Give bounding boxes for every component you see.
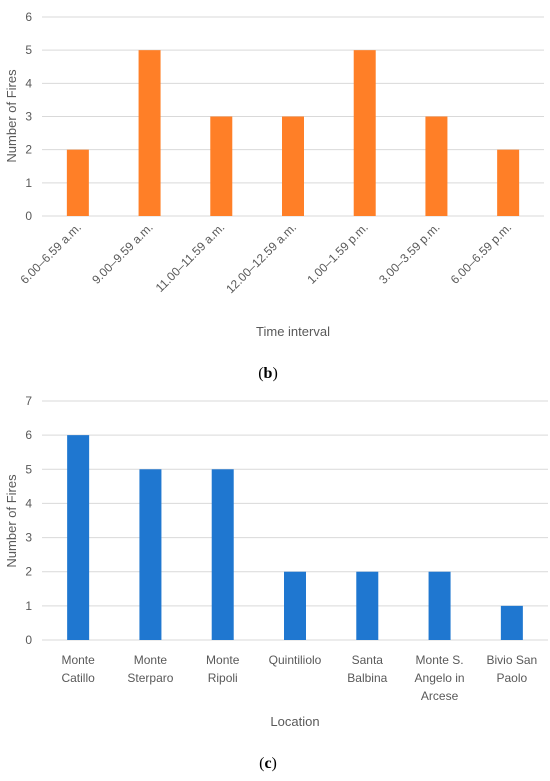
b-y-tick-label: 6 bbox=[25, 10, 32, 24]
c-y-tick-label: 1 bbox=[25, 599, 32, 613]
c-x-tick-label-line: Ripoli bbox=[208, 671, 238, 685]
c-x-tick-label-line: Angelo in bbox=[415, 671, 465, 685]
c-x-tick-label-line: Catillo bbox=[61, 671, 95, 685]
c-bar bbox=[356, 571, 379, 640]
b-x-tick-label: 6.00–6.59 a.m. bbox=[17, 220, 84, 287]
c-x-tick-label-line: Monte bbox=[61, 653, 95, 667]
b-bar bbox=[497, 149, 520, 216]
chart-b-y-tick-labels: 0 1 2 3 4 5 6 bbox=[25, 10, 32, 223]
c-x-tick-label: Monte Sterparo bbox=[127, 653, 173, 685]
c-y-tick-label: 3 bbox=[25, 531, 32, 545]
c-x-tick-label-line: Monte S. bbox=[416, 653, 464, 667]
c-x-tick-label-line: Santa bbox=[352, 653, 384, 667]
c-x-tick-label: Quintiliolo bbox=[269, 653, 322, 667]
c-x-tick-label-line: Monte bbox=[134, 653, 168, 667]
b-x-tick-label: 1.00–1.59 p.m. bbox=[304, 220, 371, 287]
c-y-tick-label: 0 bbox=[25, 633, 32, 647]
b-x-tick-label: 9.00–9.59 a.m. bbox=[89, 220, 156, 287]
c-y-tick-label: 6 bbox=[25, 428, 32, 442]
b-y-tick-label: 3 bbox=[25, 110, 32, 124]
c-y-tick-label: 7 bbox=[25, 394, 32, 408]
c-bar bbox=[67, 435, 90, 640]
c-x-tick-label: Monte S. Angelo in Arcese bbox=[415, 653, 465, 703]
b-bar bbox=[425, 116, 448, 216]
c-x-tick-label-line: Paolo bbox=[497, 671, 528, 685]
b-x-tick-label: 3.00–3.59 p.m. bbox=[376, 220, 443, 287]
b-y-tick-label: 2 bbox=[25, 143, 32, 157]
chart-b-caption: (b) bbox=[258, 365, 278, 382]
chart-b: 0 1 2 3 4 5 6 6.00–6.59 a.m. 9.00–9.59 a.m.11.0… bbox=[4, 10, 544, 382]
chart-b-x-tick-labels: 6.00–6.59 a.m. 9.00–9.59 a.m.11.00–11.59 … bbox=[17, 220, 514, 296]
chart-c: 0 1 2 3 4 5 6 7 Monte Catillo Monte Sterparo Monte R… bbox=[4, 394, 548, 772]
chart-c-x-tick-labels: Monte Catillo Monte Sterparo Monte Ripoli Quin… bbox=[61, 653, 537, 703]
c-x-tick-label-line: Arcese bbox=[421, 689, 459, 703]
c-x-tick-label-line: Quintiliolo bbox=[269, 653, 322, 667]
c-x-tick-label: Monte Ripoli bbox=[206, 653, 240, 685]
b-y-tick-label: 4 bbox=[25, 76, 32, 90]
chart-b-bars bbox=[66, 50, 520, 216]
c-y-tick-label: 5 bbox=[25, 462, 32, 476]
c-x-tick-label-line: Sterparo bbox=[127, 671, 173, 685]
b-y-tick-label: 1 bbox=[25, 176, 32, 190]
b-bar bbox=[353, 50, 376, 216]
c-bar bbox=[211, 469, 234, 640]
c-y-tick-label: 2 bbox=[25, 565, 32, 579]
c-x-tick-label-line: Monte bbox=[206, 653, 240, 667]
chart-b-y-axis-title: Number of Fires bbox=[4, 69, 19, 163]
b-y-tick-label: 5 bbox=[25, 43, 32, 57]
b-x-tick-label: 11.00–11.59 a.m. bbox=[153, 220, 228, 295]
c-bar bbox=[428, 571, 451, 640]
c-bar bbox=[500, 605, 523, 640]
chart-c-bars bbox=[67, 435, 523, 640]
c-bar bbox=[139, 469, 162, 640]
b-bar bbox=[210, 116, 233, 216]
chart-c-y-tick-labels: 0 1 2 3 4 5 6 7 bbox=[25, 394, 32, 647]
c-x-tick-label: Monte Catillo bbox=[61, 653, 95, 685]
b-bar bbox=[282, 116, 304, 216]
c-x-tick-label-line: Balbina bbox=[347, 671, 387, 685]
c-bar bbox=[284, 571, 306, 640]
chart-c-x-axis-title: Location bbox=[270, 714, 319, 729]
b-y-tick-label: 0 bbox=[25, 209, 32, 223]
chart-c-y-axis-title: Number of Fires bbox=[4, 474, 19, 568]
c-x-tick-label-line: Bivio San bbox=[487, 653, 538, 667]
b-x-tick-label: 12.00–12.59 a.m. bbox=[223, 220, 299, 296]
b-bar bbox=[66, 149, 89, 216]
chart-b-x-axis-title: Time interval bbox=[256, 324, 330, 339]
b-bar bbox=[138, 50, 161, 216]
c-x-tick-label: Santa Balbina bbox=[347, 653, 387, 685]
c-x-tick-label: Bivio San Paolo bbox=[487, 653, 538, 685]
c-y-tick-label: 4 bbox=[25, 496, 32, 510]
chart-c-caption: (c) bbox=[259, 755, 277, 772]
b-x-tick-label: 6.00–6.59 p.m. bbox=[448, 220, 515, 287]
